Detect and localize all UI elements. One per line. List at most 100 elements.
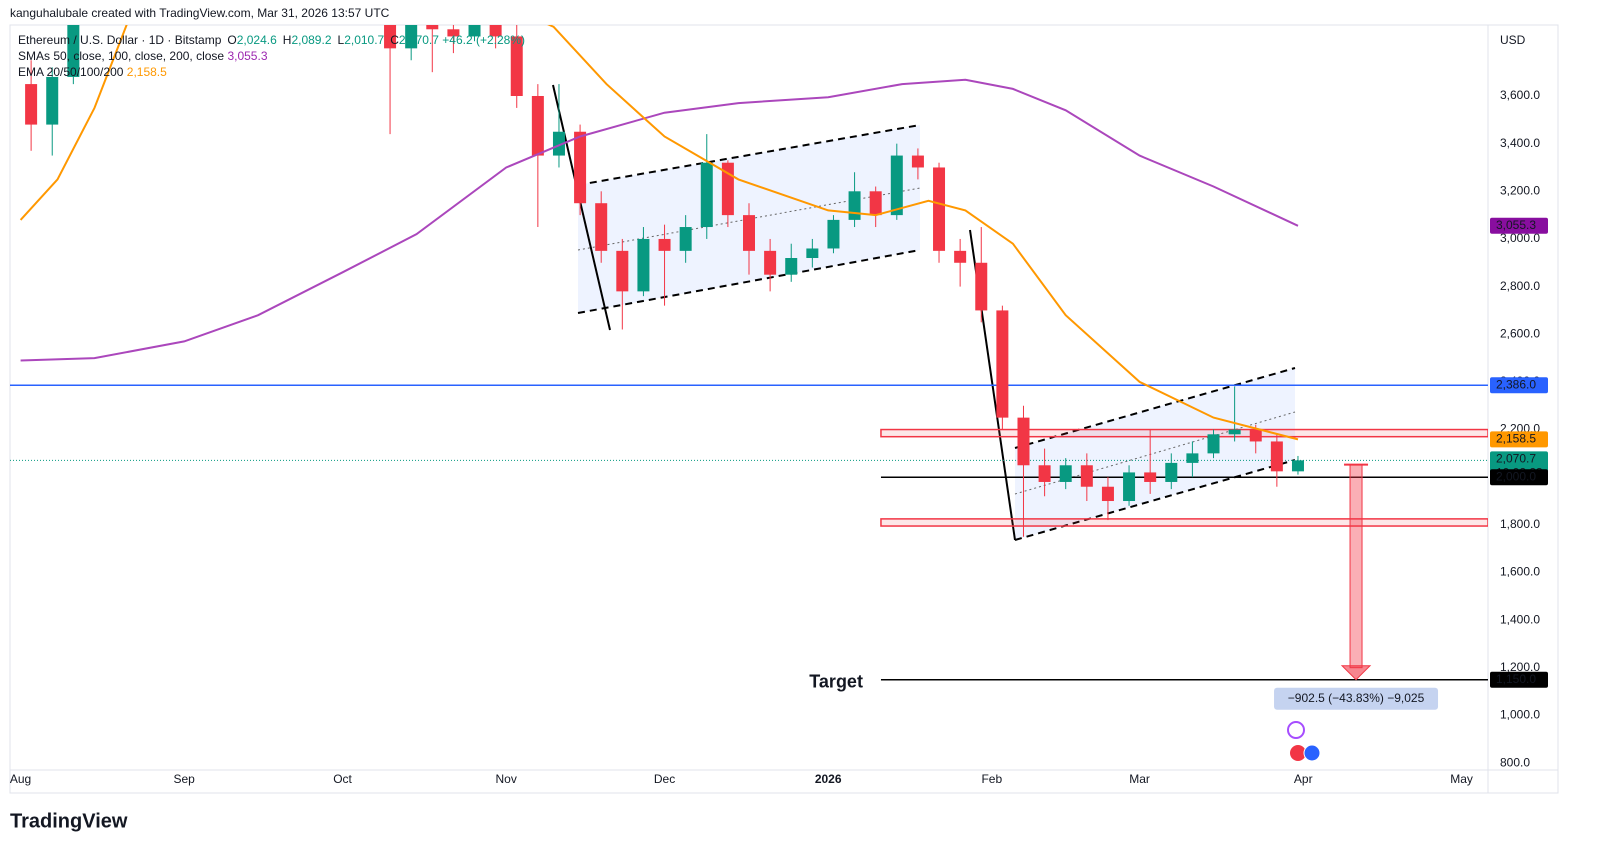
candle-body [785, 258, 798, 275]
price-badge [1490, 671, 1548, 688]
level-label: Target [809, 671, 863, 691]
measure-box [1274, 687, 1439, 710]
candle-body [510, 36, 523, 96]
ohlc-key: L [338, 33, 345, 47]
candle-body [531, 95, 544, 156]
candle-body [1165, 462, 1178, 482]
y-tick-label: 3,000.0 [1500, 231, 1540, 245]
x-tick-label: Dec [654, 772, 675, 786]
candle-body [616, 250, 629, 292]
ohlc-value: 2,089.2 [291, 33, 331, 47]
candle-body [848, 191, 861, 220]
ohlc-key: C [390, 33, 399, 47]
candle-body [890, 155, 903, 216]
price-badge-label: 2,158.5 [1496, 432, 1536, 446]
x-tick-label: Nov [496, 772, 517, 786]
channel-line [577, 249, 921, 314]
candle-body [1059, 465, 1072, 482]
event-icon[interactable] [1303, 744, 1321, 762]
candle-body [1101, 486, 1114, 502]
candle-body [46, 76, 59, 125]
candle-body [869, 191, 882, 216]
channel-mid [1014, 411, 1296, 495]
candle-body [637, 238, 650, 292]
channel-line [577, 124, 921, 186]
y-tick-label: 2,800.0 [1500, 279, 1540, 293]
candle-body [1249, 429, 1262, 442]
candle-body [764, 250, 777, 275]
y-tick-label: 800.0 [1500, 755, 1530, 769]
candle-body [1270, 441, 1283, 472]
y-tick-label: 2,600.0 [1500, 326, 1540, 340]
candle-body [700, 162, 713, 228]
x-tick-label: May [1450, 772, 1473, 786]
candle-body [1291, 460, 1304, 472]
moving-average [20, 78, 1299, 362]
brand: TradingView [10, 810, 128, 832]
x-tick-label: Feb [981, 772, 1002, 786]
event-icon[interactable] [1290, 745, 1306, 761]
x-tick-label: Apr [1294, 772, 1313, 786]
candle-body [384, 25, 397, 49]
ema-value: 2,158.5 [127, 65, 167, 79]
pole-line [552, 84, 611, 331]
y-tick-label: 1,600.0 [1500, 565, 1540, 579]
candle-body [1017, 417, 1030, 466]
candle-body [911, 155, 924, 168]
price-badge-label: 1,150.0 [1496, 672, 1536, 686]
channel-fill [1015, 368, 1295, 540]
price-badge-label: 2,070.7 [1496, 452, 1536, 466]
y-tick-label: 1,000.0 [1500, 708, 1540, 722]
ohlc: O2,024.6 H2,089.2 L2,010.7 C2,070.7 [227, 33, 439, 47]
candle-body [658, 238, 671, 251]
candle-body [447, 29, 460, 37]
candle-body [25, 84, 38, 125]
ohlc-value: 2,010.7 [344, 33, 384, 47]
candle-body [679, 227, 692, 251]
candle-body [996, 310, 1009, 418]
candle-body [743, 215, 755, 251]
price-badge [1490, 377, 1548, 394]
candle-body [806, 248, 819, 259]
ohlc-value: 2,024.6 [237, 33, 277, 47]
zone [880, 518, 1488, 527]
y-tick-label: 3,600.0 [1500, 88, 1540, 102]
legend-ema: EMA 20/50/100/200 2,158.5 [18, 65, 167, 79]
legend-sma: SMAs 50, close, 100, close, 200, close 3… [18, 49, 268, 63]
candle-body [67, 25, 80, 77]
candle-body [1186, 453, 1199, 463]
price-badge [1490, 431, 1548, 448]
price-badge [1490, 469, 1548, 486]
price-badge [1490, 217, 1548, 234]
x-tick-label: Oct [333, 772, 352, 786]
sma-value: 3,055.3 [227, 49, 267, 63]
plot [10, 25, 1488, 681]
currency[interactable]: USD [1500, 33, 1526, 47]
ema-label: EMA 20/50/100/200 [18, 65, 124, 79]
price-badge-label: 2,386.0 [1496, 377, 1536, 391]
y-tick-label: 1,400.0 [1500, 612, 1540, 626]
candle-body [468, 25, 481, 37]
candle-body [405, 25, 418, 49]
measure-label: −902.5 (−43.83%) −9,025 [1288, 691, 1425, 705]
candle-body [933, 167, 946, 251]
candle-body [489, 25, 502, 37]
channel-line [1014, 367, 1296, 449]
candle-body [595, 203, 608, 251]
y-tick-label: 3,400.0 [1500, 136, 1540, 150]
candle-body [1207, 434, 1220, 454]
candle-body [1080, 465, 1093, 487]
candle-body [1144, 472, 1157, 482]
measure-arrowhead [1340, 665, 1372, 681]
price-badge-label: 2,000.0 [1496, 469, 1536, 483]
moving-average [19, 25, 1299, 441]
candle-body [426, 25, 439, 30]
candle-body [1228, 429, 1241, 435]
legend-symbol: Ethereum / U.S. Dollar · 1D · Bitstamp O2… [18, 33, 525, 47]
candle-body [1123, 472, 1136, 502]
candle-body [1038, 465, 1051, 482]
credit: kanguhalubale created with TradingView.c… [10, 6, 390, 20]
zone [880, 428, 1488, 438]
y-tick-label: 1,800.0 [1500, 517, 1540, 531]
event-icon[interactable] [1287, 721, 1305, 739]
